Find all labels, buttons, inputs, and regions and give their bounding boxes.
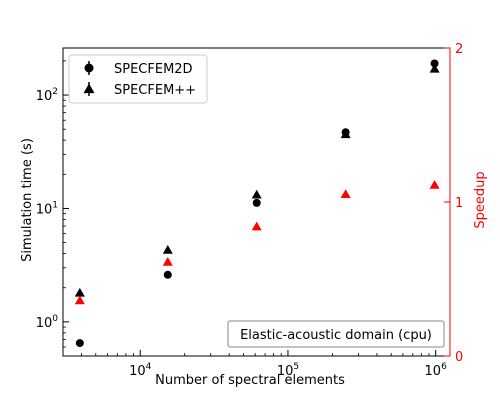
specfem2d-point	[430, 59, 439, 68]
x-axis-title: Number of spectral elements	[155, 373, 345, 388]
x-tick-label: 106	[425, 362, 448, 379]
specfem2d-point	[163, 270, 172, 279]
legend-marker	[83, 83, 95, 94]
legend-marker	[84, 63, 94, 73]
speedup-point	[251, 221, 262, 231]
speedup-point	[340, 189, 351, 199]
annotation-text: Elastic-acoustic domain (cpu)	[240, 328, 432, 343]
legend-label: SPECFEM2D	[114, 62, 193, 77]
speedup-point	[162, 257, 173, 266]
specfem2d-point	[75, 339, 84, 348]
y-right-tick-label: 2	[455, 42, 463, 57]
specfempp-point	[429, 63, 440, 73]
annotation-box: Elastic-acoustic domain (cpu)	[227, 320, 445, 348]
specfempp-point	[251, 189, 262, 199]
specfempp-point	[74, 287, 85, 297]
y-left-tick-label: 101	[36, 200, 58, 217]
specfempp-point	[162, 245, 173, 254]
speedup-point	[74, 295, 85, 305]
y-axis-title-right: Speedup	[473, 171, 488, 228]
y-axis-title-left: Simulation time (s)	[20, 138, 35, 262]
specfempp-point	[340, 129, 351, 139]
y-left-tick-label: 100	[36, 314, 59, 331]
x-tick-label: 105	[277, 362, 299, 379]
specfem2d-point	[252, 198, 261, 207]
legend-frame	[68, 54, 208, 104]
legend-label: SPECFEM++	[114, 83, 196, 98]
y-right-tick-label: 0	[455, 350, 463, 365]
y-left-tick-label: 102	[36, 87, 58, 104]
x-tick-label: 104	[129, 362, 152, 379]
legend: SPECFEM2D SPECFEM++	[68, 54, 208, 104]
y-right-tick-label: 1	[455, 196, 463, 211]
speedup-point	[429, 180, 440, 189]
